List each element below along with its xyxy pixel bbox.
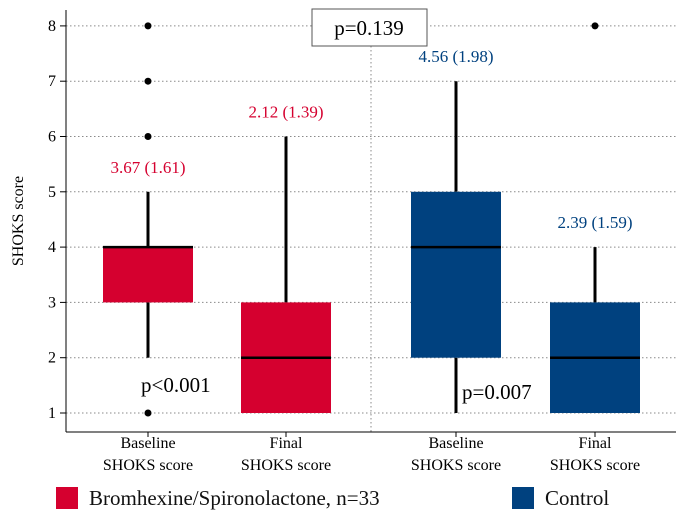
legend-item-control: Control <box>512 484 609 512</box>
y-tick-label: 6 <box>48 129 56 146</box>
y-tick-label: 5 <box>48 184 56 201</box>
legend-swatch-control <box>512 487 534 509</box>
legend-swatch-bromhexine <box>56 487 78 509</box>
box-value-label: 3.67 (1.61) <box>110 158 185 177</box>
p-value-box <box>311 8 428 47</box>
box-layer <box>103 22 640 417</box>
annotation-layer: 3.67 (1.61) 2.12 (1.39) 4.56 (1.98) 2.39 (1… <box>110 8 633 404</box>
x-tick-label: SHOKS score <box>103 457 193 474</box>
outlier-point <box>591 22 599 30</box>
x-tick-label: Final <box>579 435 612 452</box>
outlier-point <box>144 77 152 85</box>
x-tick-label: Baseline <box>120 435 175 452</box>
legend-label-control: Control <box>545 485 610 510</box>
axis-layer: 1 2 3 4 5 6 7 8 SHOKS score Baseline SHOKS score Fi… <box>10 10 676 474</box>
p-value-bromhexine: p<0.001 <box>141 373 211 397</box>
box-value-label: 2.12 (1.39) <box>248 103 323 122</box>
y-axis-label: SHOKS score <box>10 176 27 266</box>
box-iqr <box>411 191 501 358</box>
outlier-point <box>144 22 152 30</box>
box-value-label: 2.39 (1.59) <box>557 213 632 232</box>
p-value-overall: p=0.139 <box>334 16 404 40</box>
x-tick-label: Baseline <box>428 435 483 452</box>
p-value-control: p=0.007 <box>462 380 532 404</box>
y-tick-label: 3 <box>48 294 56 311</box>
x-tick-label: SHOKS score <box>411 457 501 474</box>
outlier-point <box>144 133 152 140</box>
y-tick-label: 4 <box>48 239 56 256</box>
y-tick-label: 8 <box>48 18 56 35</box>
y-tick-label: 2 <box>48 350 56 367</box>
x-tick-label: Final <box>270 435 303 452</box>
x-tick-label: SHOKS score <box>241 457 331 474</box>
box-plot-chart: 1 2 3 4 5 6 7 8 SHOKS score Baseline SHOKS score Fi… <box>10 8 676 474</box>
outlier-point <box>144 409 152 417</box>
y-tick-label: 7 <box>48 73 56 90</box>
x-tick-label: SHOKS score <box>550 457 640 474</box>
legend-label-bromhexine: Bromhexine/Spironolactone, n=33 <box>89 485 380 510</box>
y-tick-label: 1 <box>48 405 56 422</box>
legend-item-bromhexine: Bromhexine/Spironolactone, n=33 <box>56 484 380 512</box>
box-iqr <box>103 247 193 303</box>
box-value-label: 4.56 (1.98) <box>418 47 493 66</box>
